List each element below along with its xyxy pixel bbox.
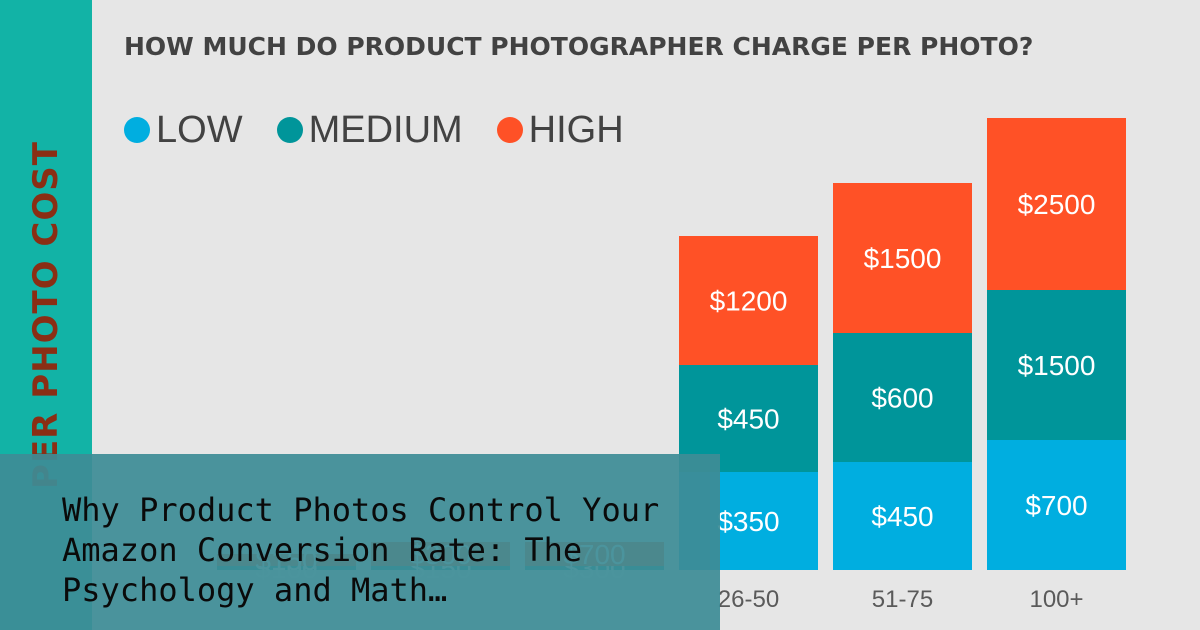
legend-item-low: LOW [124, 109, 243, 152]
legend-swatch-low [124, 117, 150, 143]
legend-item-high: HIGH [496, 108, 624, 152]
x-tick-label-26-50: 26-50 [718, 586, 779, 613]
legend-label-high: HIGH [528, 108, 624, 151]
article-overlay [0, 454, 720, 630]
data-label-low-100+: $700 [1025, 490, 1087, 521]
x-tick-label-100+: 100+ [1029, 586, 1083, 613]
bar-medium-100+ [987, 290, 1126, 440]
bar-high-51-75 [833, 183, 972, 333]
legend-label-low: LOW [156, 108, 243, 151]
bar-low-100+ [987, 440, 1126, 570]
legend-swatch-high [496, 117, 523, 143]
article-title[interactable]: Why Product Photos Control Your Amazon C… [62, 491, 660, 609]
legend-label-medium: MEDIUM [308, 108, 463, 151]
bar-medium-51-75 [833, 333, 972, 462]
data-label-medium-100+: $1500 [1018, 350, 1096, 381]
chart-title: HOW MUCH DO PRODUCT PHOTOGRAPHER CHARGE … [124, 32, 1034, 61]
x-tick-label-51-75: 51-75 [872, 586, 933, 613]
legend-item-medium: MEDIUM [276, 108, 463, 152]
data-label-high-100+: $2500 [1018, 189, 1096, 220]
data-label-medium-26-50: $450 [717, 404, 779, 435]
bar-low-51-75 [833, 462, 972, 570]
bar-high-26-50 [679, 236, 818, 365]
data-label-low-26-50: $350 [717, 506, 779, 537]
data-label-high-26-50: $1200 [710, 286, 788, 317]
legend-swatch-medium [276, 117, 303, 143]
bar-high-100+ [987, 118, 1126, 290]
data-label-medium-51-75: $600 [871, 383, 933, 414]
data-label-low-51-75: $450 [871, 501, 933, 532]
legend: LOW MEDIUM HIGH [124, 108, 658, 152]
data-label-high-51-75: $1500 [864, 243, 942, 274]
